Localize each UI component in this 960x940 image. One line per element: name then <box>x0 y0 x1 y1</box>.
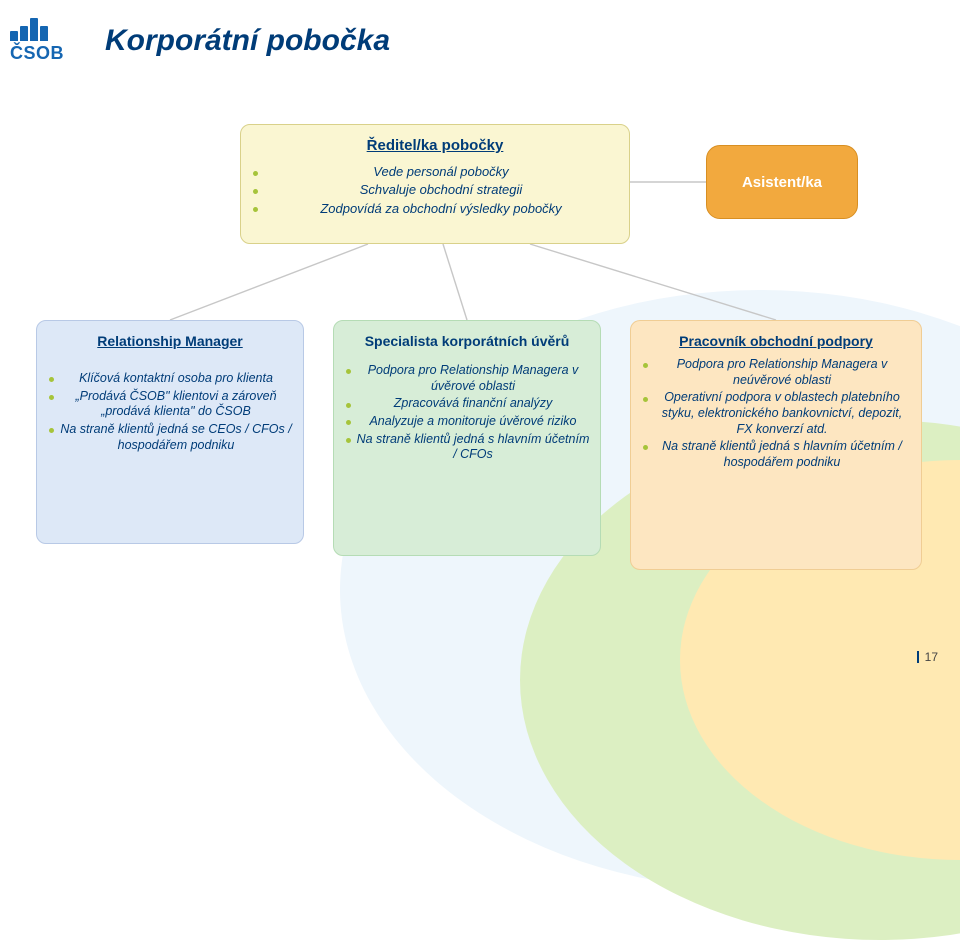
bullet-item: Zodpovídá za obchodní výsledky pobočky <box>251 201 619 217</box>
role-node-spec: Specialista korporátních úvěrů Podpora pr… <box>333 320 601 556</box>
bullet-item: Schvaluje obchodní strategii <box>251 182 619 198</box>
footer-divider-icon <box>917 651 919 663</box>
bullet-item: Podpora pro Relationship Managera v neúv… <box>641 357 911 388</box>
director-heading: Ředitel/ka pobočky <box>251 137 619 154</box>
page-title: Korporátní pobočka <box>105 24 390 58</box>
role-heading: Pracovník obchodní podpory <box>641 333 911 349</box>
bullet-item: Na straně klientů jedná s hlavním účetní… <box>344 432 590 463</box>
bullet-item: „Prodává ČSOB" klientovi a zároveň „prod… <box>47 389 293 420</box>
bullet-item: Na straně klientů jedná se CEOs / CFOs /… <box>47 422 293 453</box>
logo-bars-icon <box>10 18 64 41</box>
bullet-item: Vede personál pobočky <box>251 164 619 180</box>
assistant-node: Asistent/ka <box>706 145 858 219</box>
page-footer: 17 <box>917 650 938 664</box>
director-bullets: Vede personál pobočky Schvaluje obchodní … <box>251 164 619 217</box>
role-node-podp: Pracovník obchodní podpory Podpora pro Re… <box>630 320 922 570</box>
bullet-item: Podpora pro Relationship Managera v úvěr… <box>344 363 590 394</box>
bullet-item: Zpracovává finanční analýzy <box>344 396 590 412</box>
brand-logo: ČSOB <box>10 18 64 64</box>
bullet-item: Klíčová kontaktní osoba pro klienta <box>47 371 293 387</box>
role-bullets: Klíčová kontaktní osoba pro klienta „Prod… <box>47 371 293 453</box>
bullet-item: Operativní podpora v oblastech platebníh… <box>641 390 911 437</box>
role-bullets: Podpora pro Relationship Managera v úvěr… <box>344 363 590 463</box>
role-heading: Specialista korporátních úvěrů <box>344 333 590 349</box>
bullet-item: Analyzuje a monitoruje úvěrové riziko <box>344 414 590 430</box>
page-number: 17 <box>925 650 938 664</box>
role-heading: Relationship Manager <box>47 333 293 349</box>
role-node-rm: Relationship Manager Klíčová kontaktní os… <box>36 320 304 544</box>
director-node: Ředitel/ka pobočky Vede personál pobočky… <box>240 124 630 244</box>
role-bullets: Podpora pro Relationship Managera v neúv… <box>641 357 911 470</box>
brand-name: ČSOB <box>10 43 64 64</box>
assistant-label: Asistent/ka <box>742 174 822 191</box>
bullet-item: Na straně klientů jedná s hlavním účetní… <box>641 439 911 470</box>
